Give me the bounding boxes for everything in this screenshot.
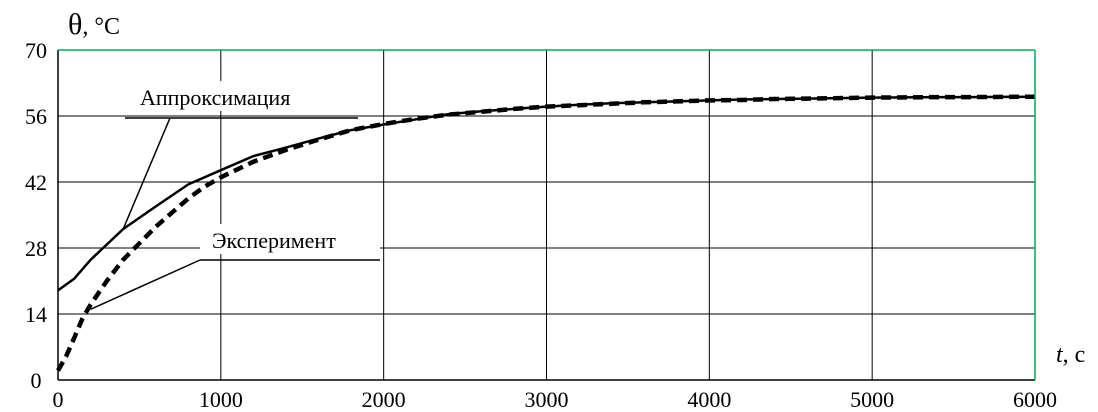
- y-tick-label: 70: [25, 38, 47, 63]
- annotation-backing: [125, 81, 358, 111]
- y-tick-label: 56: [25, 104, 47, 129]
- x-axis-unit: , с: [1063, 342, 1086, 368]
- y-tick-label: 42: [25, 170, 47, 195]
- y-axis-symbol: θ: [68, 8, 82, 41]
- annotation-backing: [200, 224, 380, 254]
- x-tick-label: 5000: [850, 387, 894, 412]
- series-lines: [56, 94, 1036, 372]
- y-tick-label: 14: [25, 302, 47, 327]
- y-axis-unit: , °C: [82, 14, 120, 40]
- annotation-label: Эксперимент: [212, 228, 336, 253]
- x-axis-label: t, с: [1056, 342, 1085, 368]
- annotation-label: Аппроксимация: [140, 85, 290, 110]
- annotation-leader-line: [122, 117, 171, 230]
- x-tick-label: 2000: [362, 387, 406, 412]
- axis-titles: θ, °C t, с: [68, 8, 1085, 368]
- x-tick-label: 4000: [687, 387, 731, 412]
- x-tick-label: 1000: [199, 387, 243, 412]
- series-line-experiment: [56, 94, 1036, 372]
- y-tick-label: 0: [31, 368, 42, 393]
- x-tick-label: 6000: [1013, 387, 1057, 412]
- plot-frame: [57, 49, 1036, 381]
- x-tick-label: 0: [53, 387, 64, 412]
- x-tick-label: 3000: [525, 387, 569, 412]
- x-axis-variable: t: [1056, 342, 1064, 368]
- y-tick-label: 28: [25, 236, 47, 261]
- annotation-leader-line: [90, 259, 201, 310]
- annotations: Аппроксимация Эксперимент: [90, 81, 380, 310]
- y-axis-label: θ, °C: [68, 8, 120, 41]
- tick-labels: 0 1000 2000 3000 4000 5000 6000 0 14 28 42 56 70: [25, 38, 1057, 412]
